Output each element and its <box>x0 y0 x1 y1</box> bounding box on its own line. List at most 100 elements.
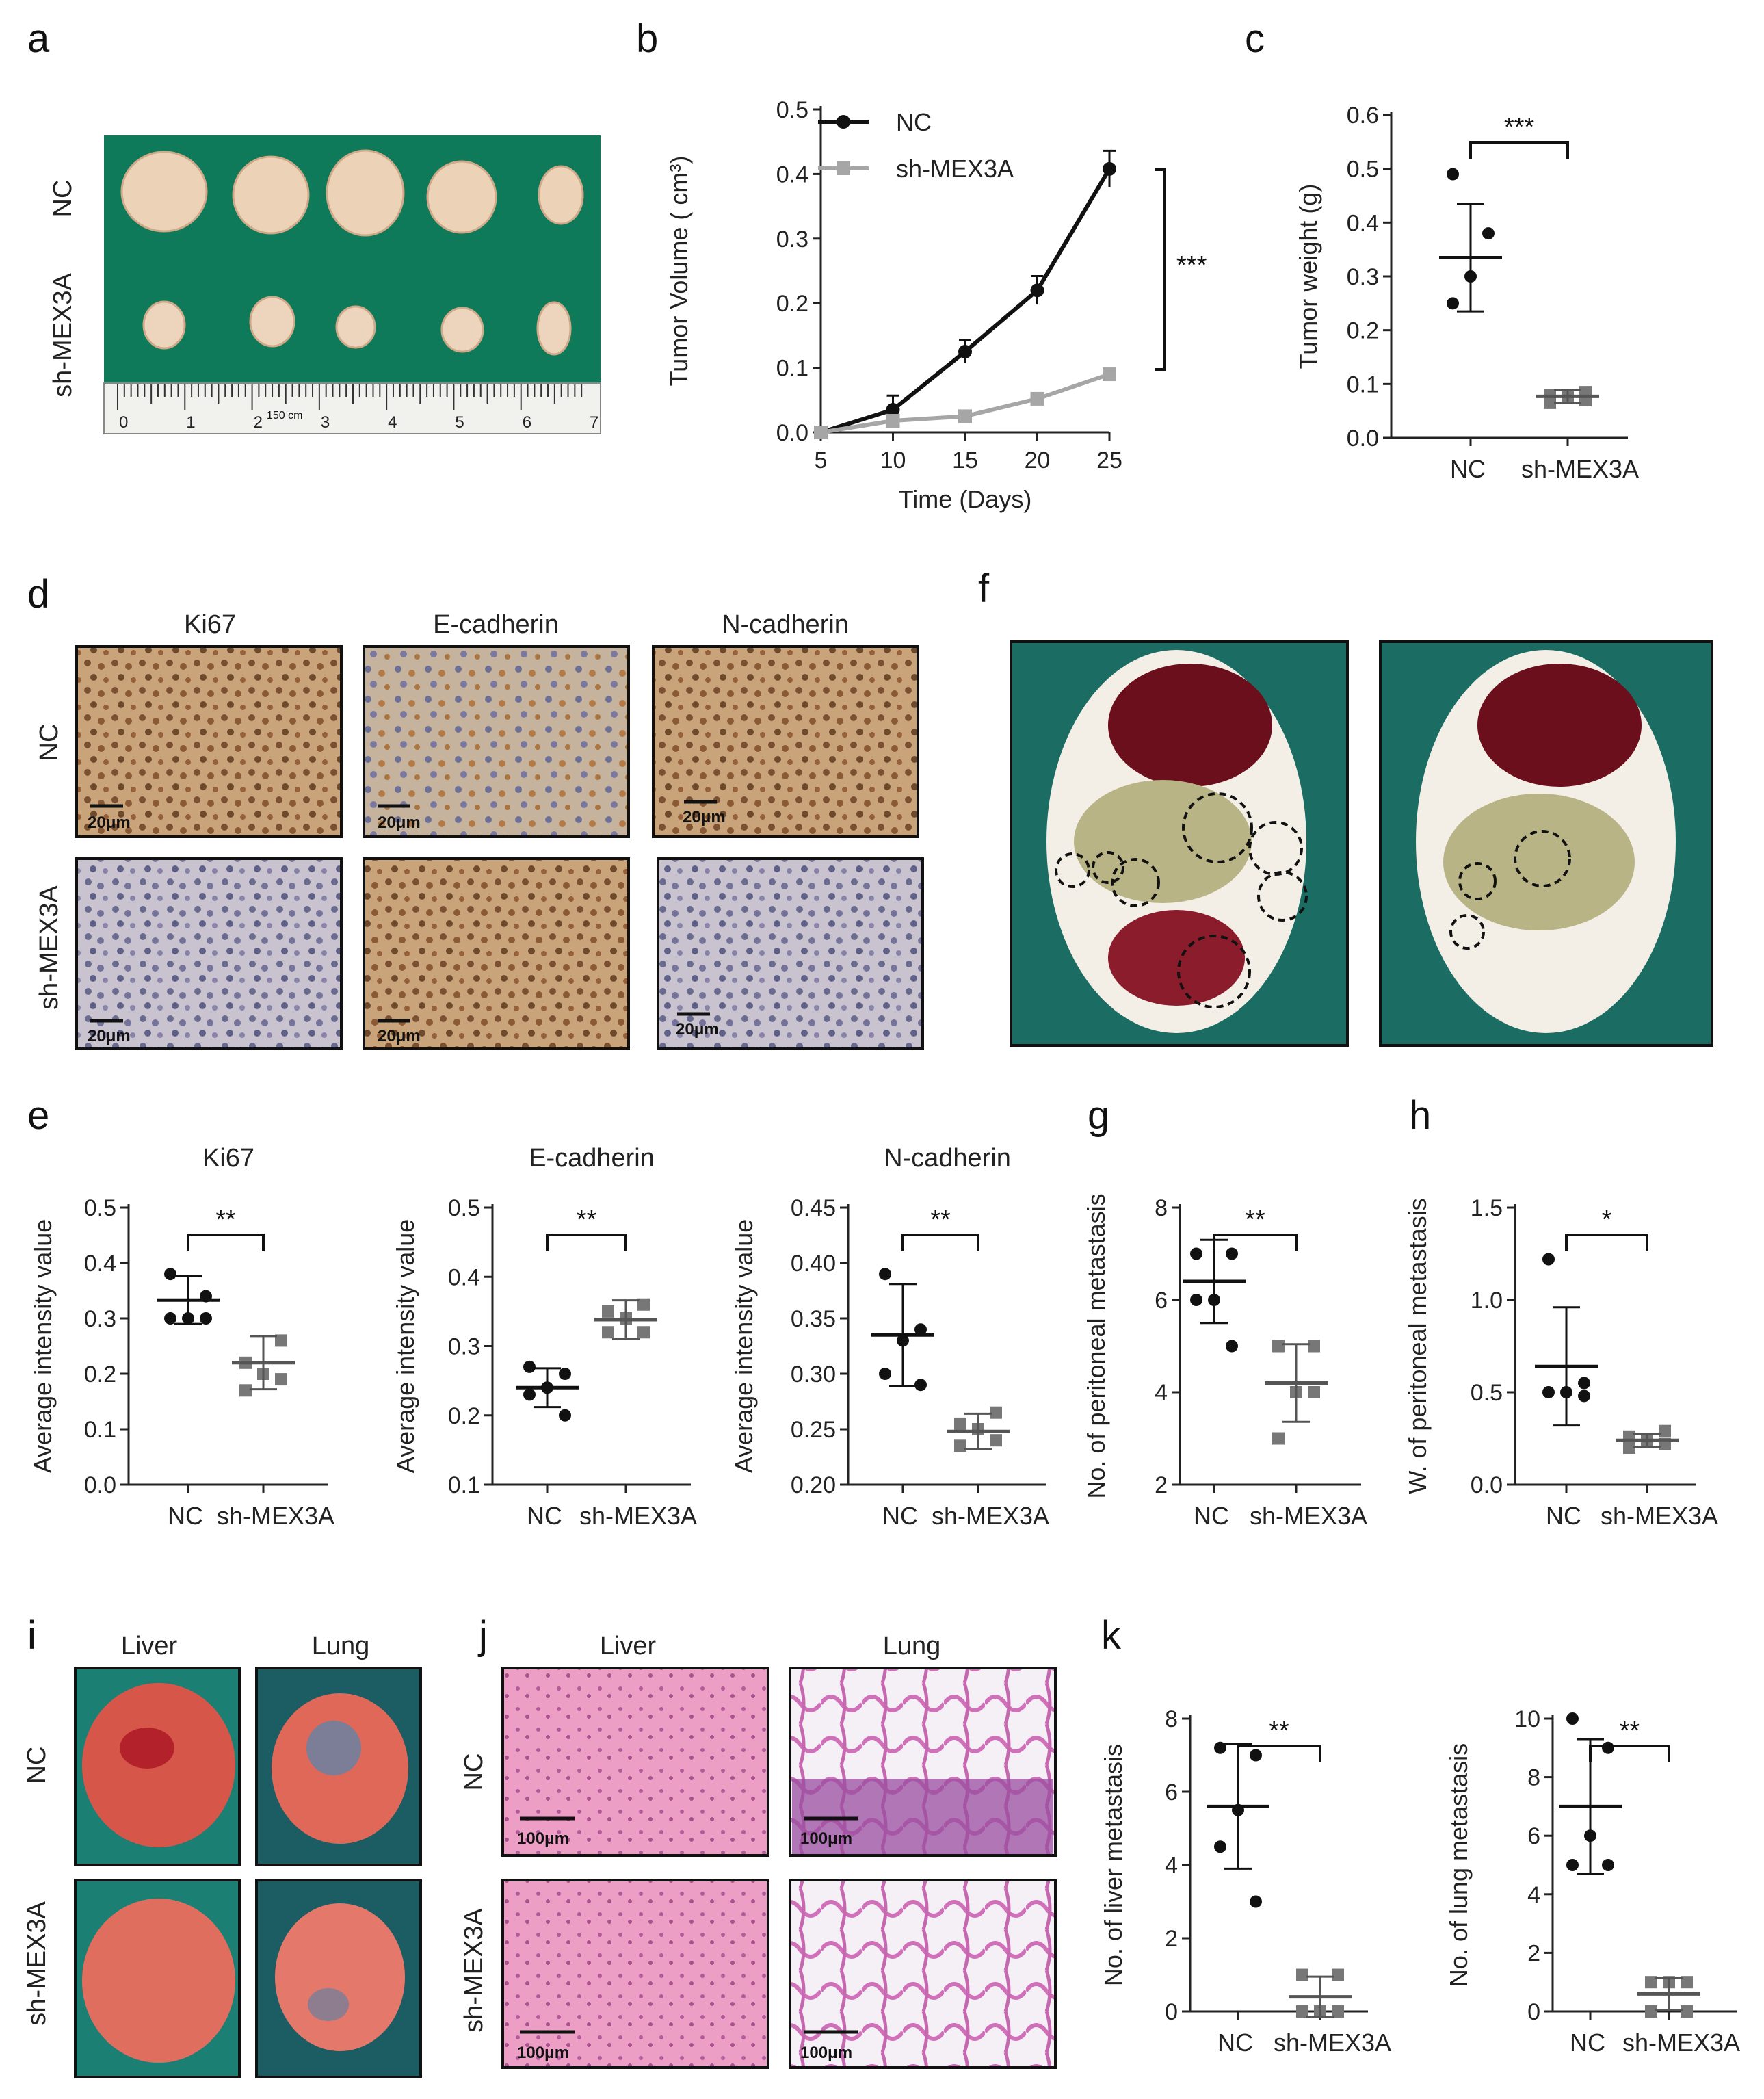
data-point <box>1214 1741 1226 1754</box>
x-tick-label: 20 <box>1025 447 1051 473</box>
data-point <box>164 1312 176 1325</box>
x-tick-label: sh-MEX3A <box>1521 455 1639 483</box>
data-point <box>958 409 972 423</box>
significance-label: ** <box>930 1205 951 1234</box>
y-tick-label: 0.0 <box>776 420 808 446</box>
col-label-liver: Liver <box>121 1632 178 1660</box>
x-tick-label: 5 <box>815 447 828 473</box>
ruler-tick-label: 5 <box>455 413 464 432</box>
panel-f-photos <box>1010 640 1713 1047</box>
panel-label-f: f <box>978 566 990 611</box>
data-point <box>1272 1432 1285 1445</box>
data-point <box>1681 2005 1693 2018</box>
panel-label-g: g <box>1088 1093 1109 1138</box>
ruler-tick-label: 6 <box>523 413 531 432</box>
y-tick-label: 1.5 <box>1471 1195 1503 1221</box>
y-tick-label: 6 <box>1527 1823 1540 1849</box>
data-point <box>1214 1840 1226 1853</box>
x-tick-label: NC <box>1546 1502 1581 1530</box>
series-line <box>820 168 1111 434</box>
ruler-tick-label: 3 <box>321 413 330 432</box>
y-tick-label: 0.20 <box>791 1472 836 1498</box>
col-label-lung: Lung <box>883 1632 941 1660</box>
row-label-sh: sh-MEX3A <box>49 273 77 397</box>
data-point <box>1332 1968 1344 1981</box>
ihc-sh-ecad <box>363 857 630 1050</box>
y-tick-label: 4 <box>1155 1380 1168 1406</box>
y-tick-label: 0.2 <box>1347 318 1379 344</box>
y-tick-label: 2 <box>1155 1472 1168 1498</box>
data-point <box>559 1368 571 1380</box>
y-tick-label: 4 <box>1165 1853 1178 1879</box>
y-axis-label: Average intensity value <box>391 1219 419 1474</box>
legend-marker <box>837 161 850 175</box>
y-tick-label: 0 <box>1165 1999 1178 2025</box>
y-tick-label: 0.40 <box>791 1251 836 1277</box>
data-point <box>1190 1247 1202 1260</box>
chart-title: E-cadherin <box>529 1144 655 1173</box>
data-point <box>1544 396 1556 409</box>
sh-tumors <box>142 296 572 356</box>
y-tick-label: 0.5 <box>1347 157 1379 183</box>
svg-text:20μm: 20μm <box>378 813 421 832</box>
x-tick-label: NC <box>168 1502 203 1530</box>
data-point <box>1659 1424 1671 1437</box>
ihc-nc-ecad <box>363 645 630 838</box>
data-point <box>1645 2005 1657 2018</box>
x-tick-label: NC <box>1450 455 1486 483</box>
ihc-nc-ncad <box>652 645 919 838</box>
panel-label-i: i <box>27 1613 36 1658</box>
data-point <box>1542 1253 1555 1266</box>
data-point <box>1566 1859 1579 1871</box>
data-point <box>275 1334 287 1347</box>
panel-label-e: e <box>27 1093 49 1138</box>
y-axis-label: No. of liver metastasis <box>1099 1744 1127 1986</box>
svg-text:20μm: 20μm <box>88 813 131 832</box>
significance-bracket <box>187 1234 265 1251</box>
significance-label: ** <box>1620 1717 1640 1745</box>
data-point <box>1250 1895 1262 1908</box>
he-lung-sh <box>789 1879 1057 2069</box>
y-tick-label: 0.5 <box>448 1195 480 1221</box>
he-scale-labels: 100μm 100μm 100μm 100μm <box>517 1829 852 2062</box>
significance-bracket <box>901 1234 979 1251</box>
ihc-sh-ki67 <box>75 857 343 1050</box>
data-point <box>958 345 972 358</box>
y-tick-label: 0.1 <box>776 356 808 382</box>
y-axis-label: W. of peritoneal metastasis <box>1404 1198 1432 1494</box>
data-point <box>1030 391 1044 406</box>
y-axis-label: Tumor Volume ( cm³) <box>665 156 693 387</box>
data-point <box>1308 1340 1320 1353</box>
row-label-nc: NC <box>23 1747 51 1784</box>
legend-label: NC <box>896 108 932 136</box>
y-tick-label: 0.4 <box>84 1251 116 1277</box>
y-tick-label: 2 <box>1165 1926 1178 1952</box>
y-tick-label: 0.0 <box>1471 1472 1503 1498</box>
y-tick-label: 4 <box>1527 1882 1540 1908</box>
legend-marker <box>837 115 850 129</box>
y-tick-label: 8 <box>1527 1765 1540 1791</box>
data-point <box>1681 1976 1693 1989</box>
significance-label: *** <box>1176 251 1207 280</box>
data-point <box>1645 1976 1657 1989</box>
col-label-liver: Liver <box>600 1632 657 1660</box>
y-tick-label: 6 <box>1155 1288 1168 1314</box>
data-point <box>602 1305 614 1318</box>
data-point <box>637 1326 650 1339</box>
data-point <box>1250 1749 1262 1762</box>
x-tick-label: NC <box>1217 2029 1253 2057</box>
x-tick-label: NC <box>1194 1502 1229 1530</box>
data-point <box>914 1323 927 1336</box>
ruler-note: 150 cm <box>267 410 302 421</box>
series-line <box>820 372 1110 434</box>
x-tick-label: sh-MEX3A <box>1601 1502 1718 1530</box>
svg-text:20μm: 20μm <box>378 1027 421 1045</box>
data-point <box>1103 367 1116 382</box>
row-label-sh: sh-MEX3A <box>23 1901 51 2026</box>
y-axis-label: No. of lung metastasis <box>1445 1743 1473 1987</box>
y-tick-label: 0.4 <box>1347 210 1379 236</box>
y-tick-label: 0.5 <box>776 97 808 123</box>
data-point <box>275 1373 287 1386</box>
data-point <box>886 402 900 417</box>
dot-plot-g: 2 4 6 8 NC sh-MEX3A No. of peritoneal metastas… <box>1082 1193 1367 1530</box>
